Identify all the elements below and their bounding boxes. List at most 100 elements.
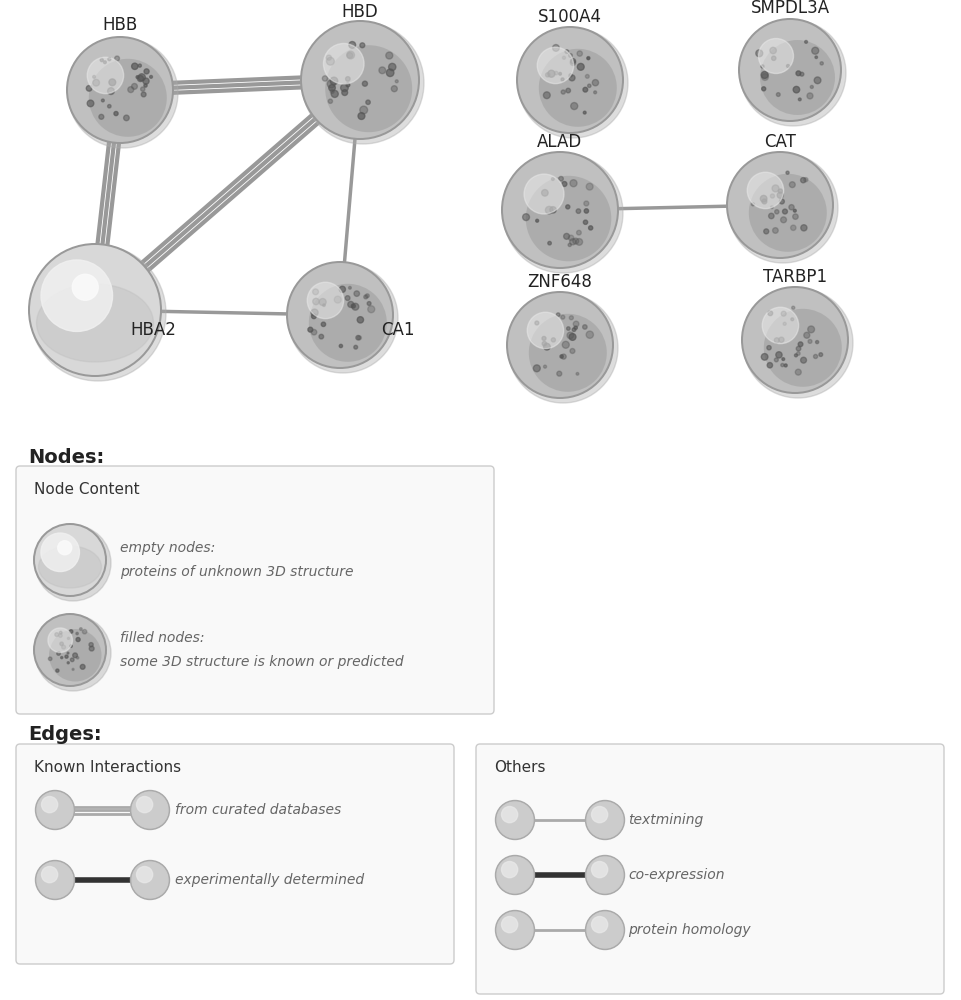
Circle shape: [583, 209, 588, 213]
Circle shape: [80, 628, 82, 630]
Circle shape: [357, 317, 363, 323]
Circle shape: [593, 91, 596, 94]
Circle shape: [35, 615, 105, 685]
FancyBboxPatch shape: [16, 744, 454, 964]
Circle shape: [785, 171, 788, 174]
Circle shape: [33, 613, 107, 687]
Circle shape: [760, 71, 768, 78]
Circle shape: [786, 64, 789, 68]
Circle shape: [140, 87, 145, 91]
Circle shape: [529, 314, 606, 392]
Circle shape: [359, 106, 367, 114]
Circle shape: [141, 92, 146, 97]
Circle shape: [501, 916, 517, 933]
Circle shape: [803, 40, 806, 43]
Circle shape: [60, 631, 62, 634]
Circle shape: [319, 298, 326, 306]
Circle shape: [132, 862, 168, 898]
Circle shape: [558, 72, 561, 75]
Circle shape: [92, 79, 99, 86]
Text: HBA2: HBA2: [130, 321, 176, 339]
Circle shape: [551, 178, 554, 180]
Circle shape: [345, 296, 350, 300]
Circle shape: [548, 70, 554, 77]
Circle shape: [551, 338, 554, 342]
Circle shape: [92, 75, 95, 78]
Circle shape: [776, 93, 779, 96]
Circle shape: [495, 856, 534, 894]
Circle shape: [351, 304, 355, 308]
Circle shape: [70, 658, 74, 662]
Circle shape: [534, 321, 538, 325]
Circle shape: [101, 99, 104, 102]
Circle shape: [69, 630, 73, 633]
Circle shape: [560, 78, 563, 81]
Circle shape: [809, 85, 812, 88]
Circle shape: [137, 75, 143, 82]
Circle shape: [800, 357, 805, 363]
Circle shape: [86, 86, 92, 91]
Circle shape: [568, 54, 572, 57]
Circle shape: [792, 214, 798, 219]
Circle shape: [362, 81, 367, 86]
Circle shape: [807, 326, 814, 333]
Circle shape: [585, 331, 593, 338]
Circle shape: [740, 286, 849, 394]
Circle shape: [87, 57, 124, 94]
Circle shape: [72, 668, 74, 670]
Text: from curated databases: from curated databases: [175, 803, 341, 817]
Circle shape: [68, 38, 172, 142]
Circle shape: [330, 90, 333, 93]
Circle shape: [515, 26, 624, 134]
Circle shape: [582, 87, 587, 92]
Circle shape: [321, 322, 325, 327]
Circle shape: [747, 172, 783, 209]
Circle shape: [326, 57, 334, 65]
Circle shape: [569, 349, 575, 353]
Circle shape: [67, 662, 69, 664]
Circle shape: [815, 341, 818, 344]
Circle shape: [35, 525, 111, 601]
Circle shape: [33, 523, 107, 597]
Circle shape: [560, 315, 564, 319]
Circle shape: [766, 363, 772, 368]
Circle shape: [555, 313, 559, 317]
Text: some 3D structure is known or predicted: some 3D structure is known or predicted: [120, 655, 404, 669]
Circle shape: [327, 80, 335, 88]
Circle shape: [56, 669, 59, 672]
Circle shape: [727, 153, 831, 257]
Circle shape: [36, 860, 74, 900]
Circle shape: [339, 344, 342, 348]
Circle shape: [552, 45, 558, 51]
Circle shape: [576, 209, 580, 213]
Circle shape: [365, 294, 369, 298]
Circle shape: [759, 40, 834, 115]
Circle shape: [798, 98, 801, 101]
Circle shape: [568, 74, 572, 77]
Circle shape: [308, 327, 312, 332]
Circle shape: [806, 93, 812, 99]
Circle shape: [322, 304, 325, 306]
Circle shape: [760, 354, 767, 360]
Circle shape: [88, 643, 93, 647]
Circle shape: [585, 856, 624, 894]
Circle shape: [582, 220, 587, 224]
Circle shape: [577, 51, 581, 56]
Circle shape: [76, 632, 78, 635]
Circle shape: [795, 369, 801, 375]
Circle shape: [585, 800, 624, 840]
Text: Edges:: Edges:: [28, 725, 102, 744]
Circle shape: [560, 90, 565, 94]
Circle shape: [41, 796, 58, 813]
Circle shape: [331, 90, 338, 97]
Circle shape: [503, 153, 616, 267]
Circle shape: [287, 263, 398, 373]
Circle shape: [73, 653, 78, 658]
Circle shape: [59, 634, 62, 637]
Circle shape: [586, 857, 623, 893]
Circle shape: [798, 342, 802, 347]
Circle shape: [132, 63, 137, 69]
Circle shape: [811, 47, 818, 54]
Circle shape: [535, 219, 538, 222]
Circle shape: [776, 192, 782, 198]
